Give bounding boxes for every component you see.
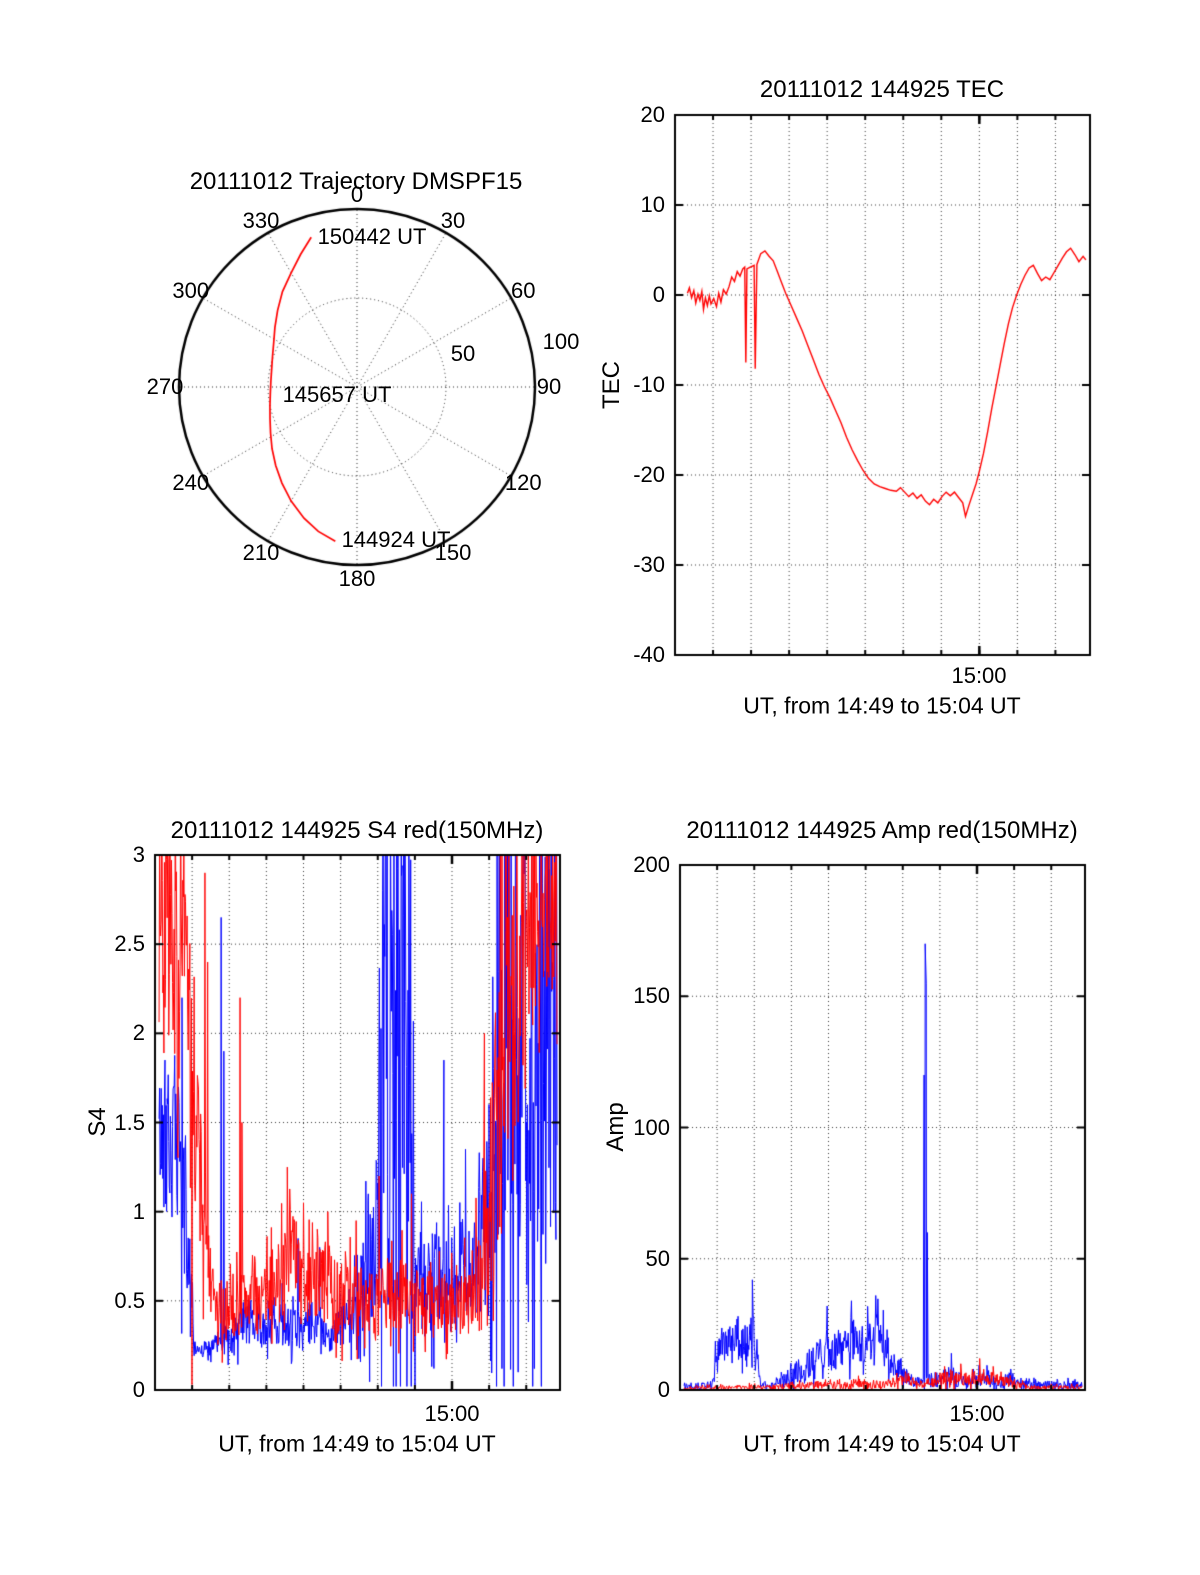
polar-azimuth-label-90: 90 [536, 374, 562, 399]
amp-y-tick-label-100: 100 [633, 1114, 670, 1140]
polar-azimuth-label-180: 180 [338, 566, 376, 591]
polar-azimuth-label-210: 210 [242, 540, 280, 566]
trajectory-start-time-label: 150442 UT [317, 224, 427, 249]
polar-azimuth-label-30: 30 [440, 207, 466, 233]
s4-y-axis-label: S4 [84, 1107, 111, 1137]
tec-y-tick-label--10: -10 [633, 372, 665, 397]
polar-radial-label-50: 50 [450, 341, 476, 366]
s4-y-tick-label-0.5: 0.5 [114, 1287, 145, 1313]
tec-title: 20111012 144925 TEC [759, 76, 1005, 103]
polar-azimuth-label-150: 150 [434, 540, 472, 566]
tec-x-axis-caption: UT, from 14:49 to 15:04 UT [743, 692, 1021, 719]
polar-azimuth-label-60: 60 [511, 278, 536, 303]
polar-azimuth-label-270: 270 [146, 374, 184, 399]
tec-y-tick-label--40: -40 [633, 642, 665, 667]
tec-y-tick-label--30: -30 [633, 552, 665, 577]
amp-y-tick-label-50: 50 [645, 1245, 670, 1271]
s4-y-tick-label-1: 1 [132, 1198, 145, 1224]
polar-azimuth-label-300: 300 [172, 278, 210, 303]
tec-y-tick-label-10: 10 [640, 192, 665, 217]
s4-y-tick-label-2: 2 [132, 1020, 145, 1046]
polar-azimuth-label-0: 0 [350, 182, 364, 207]
amp-y-tick-label-200: 200 [633, 852, 670, 877]
polar-azimuth-label-120: 120 [504, 470, 542, 495]
s4-y-tick-label-0: 0 [132, 1377, 145, 1402]
tec-x-tick-label: 15:00 [951, 663, 1007, 688]
tec-y-tick-label--20: -20 [633, 462, 665, 487]
polar-radial-label-100: 100 [542, 329, 580, 354]
tec-y-tick-label-20: 20 [640, 102, 665, 127]
s4-y-tick-label-2.5: 2.5 [114, 931, 145, 957]
s4-x-tick-label: 15:00 [424, 1401, 480, 1426]
s4-y-tick-label-3: 3 [132, 842, 145, 867]
polar-azimuth-label-330: 330 [242, 207, 280, 233]
amp-y-tick-label-150: 150 [633, 983, 670, 1009]
trajectory-title: 20111012 Trajectory DMSPF15 [189, 168, 523, 195]
amp-title: 20111012 144925 Amp red(150MHz) [686, 817, 1078, 844]
tec-y-axis-label: TEC [598, 361, 625, 409]
trajectory-mid-time-label: 145657 UT [282, 382, 392, 407]
s4-title: 20111012 144925 S4 red(150MHz) [170, 817, 544, 844]
s4-y-tick-label-1.5: 1.5 [114, 1109, 145, 1135]
amp-x-axis-caption: UT, from 14:49 to 15:04 UT [743, 1430, 1021, 1457]
tec-y-tick-label-0: 0 [652, 282, 665, 307]
amp-y-tick-label-0: 0 [657, 1377, 670, 1402]
s4-x-axis-caption: UT, from 14:49 to 15:04 UT [218, 1430, 496, 1457]
amp-x-tick-label: 15:00 [949, 1401, 1005, 1426]
trajectory-end-time-label: 144924 UT [341, 527, 451, 552]
amp-y-axis-label: Amp [602, 1102, 629, 1152]
polar-azimuth-label-240: 240 [172, 470, 210, 495]
